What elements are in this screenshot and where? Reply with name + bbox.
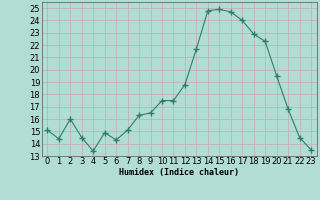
X-axis label: Humidex (Indice chaleur): Humidex (Indice chaleur) (119, 168, 239, 177)
